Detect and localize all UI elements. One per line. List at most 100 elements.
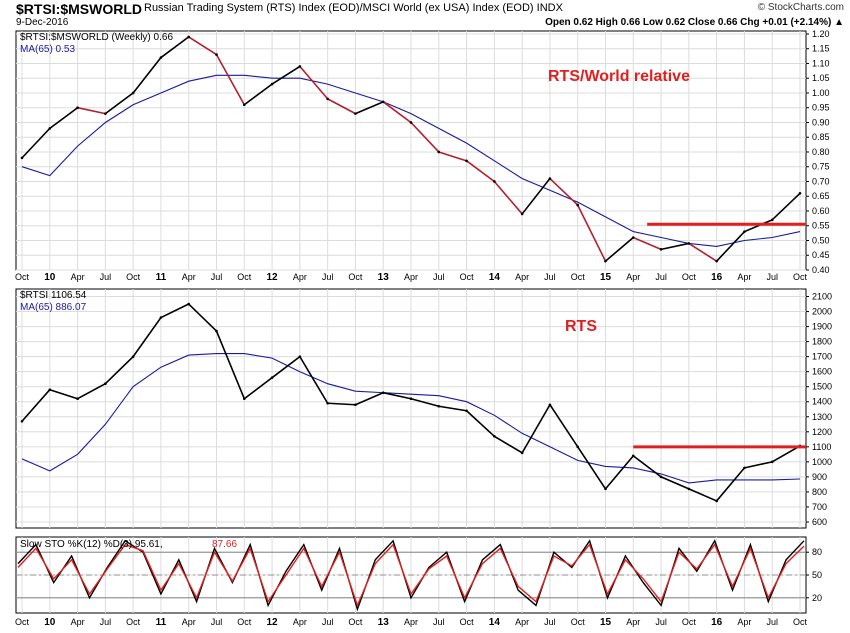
price-point [187, 35, 191, 39]
price-point [604, 259, 607, 263]
price-point [131, 355, 135, 358]
price-point [20, 419, 24, 423]
x-tick-label: 10 [44, 617, 56, 628]
x-tick-label: 13 [378, 272, 390, 283]
price-segment [132, 317, 162, 358]
price-segment [410, 397, 439, 408]
price-point [326, 401, 329, 405]
price-segment [604, 455, 634, 490]
x-tick-label: 11 [156, 272, 167, 283]
price-point [548, 177, 552, 180]
price-point [215, 329, 218, 333]
x-tick-label: Oct [682, 617, 697, 627]
price-point [76, 106, 79, 110]
y-tick-label: 0.95 [812, 103, 830, 113]
price-segment [271, 356, 301, 379]
x-tick-label: Oct [15, 617, 30, 627]
price-segment [160, 36, 190, 59]
price-point [576, 203, 580, 207]
y-tick-label: 900 [812, 472, 827, 482]
price-segment [327, 402, 356, 406]
price-point [520, 451, 524, 455]
price-point [159, 316, 163, 319]
x-tick-label: Apr [71, 617, 85, 627]
price-point [242, 103, 246, 107]
price-point [743, 466, 746, 470]
price-segment [243, 377, 273, 400]
x-tick-label: Apr [737, 617, 751, 627]
x-tick-label: Apr [515, 272, 529, 282]
price-segment [660, 476, 690, 490]
price-segment [355, 391, 384, 406]
price-point [465, 409, 468, 413]
y-tick-label: 2000 [812, 307, 832, 317]
price-point [715, 259, 718, 263]
price-point [242, 397, 246, 401]
price-point [631, 454, 635, 458]
brand-label: © StockCharts.com [757, 2, 844, 13]
price-point [493, 180, 496, 183]
x-tick-label: Apr [71, 272, 85, 282]
price-point [270, 376, 274, 379]
chart-date: 9-Dec-2016 [16, 17, 69, 28]
price-segment [160, 303, 190, 319]
price-point [687, 487, 691, 491]
x-tick-label: 15 [600, 272, 612, 283]
x-tick-label: Jul [544, 272, 556, 282]
price-segment [771, 445, 801, 463]
price-point [381, 391, 385, 395]
price-segment [493, 180, 523, 215]
ma-line [21, 353, 801, 484]
x-tick-label: Jul [655, 272, 667, 282]
price-segment [577, 446, 607, 490]
x-tick-label: 16 [711, 617, 723, 628]
y-tick-label: 0.80 [812, 147, 830, 157]
x-tick-label: 14 [489, 272, 501, 283]
x-tick-label: Oct [15, 272, 30, 282]
x-tick-label: Jul [100, 272, 112, 282]
price-segment [604, 236, 634, 262]
price-segment [771, 192, 801, 221]
price-segment [215, 54, 245, 106]
price-point [381, 100, 385, 104]
y-tick-label: 1800 [812, 337, 832, 347]
x-tick-label: Jul [766, 617, 778, 627]
price-point [798, 191, 802, 195]
price-segment [327, 98, 356, 115]
y-tick-label: 20 [812, 593, 822, 603]
price-segment [299, 356, 329, 404]
price-segment [355, 101, 384, 115]
ohlc-readout: Open 0.62 High 0.66 Low 0.62 Close 0.66 … [545, 17, 844, 28]
x-tick-label: 12 [267, 272, 279, 283]
y-tick-label: 0.90 [812, 117, 830, 127]
y-tick-label: 1.05 [812, 73, 830, 83]
y-tick-label: 0.60 [812, 206, 830, 216]
price-point [326, 97, 329, 101]
x-tick-label: Apr [293, 272, 307, 282]
price-segment [660, 242, 690, 251]
x-tick-label: Apr [404, 272, 418, 282]
price-point [520, 212, 524, 216]
price-segment [632, 455, 662, 478]
price-point [215, 53, 218, 56]
legend-ma: MA(65) 0.53 [20, 44, 75, 55]
price-point [493, 435, 496, 438]
x-tick-label: Oct [348, 272, 363, 282]
x-tick-label: Apr [626, 272, 640, 282]
price-segment [77, 382, 106, 400]
price-segment [271, 65, 301, 85]
y-tick-label: 0.50 [812, 235, 830, 245]
y-tick-label: 1.20 [812, 29, 830, 39]
price-segment [438, 151, 467, 162]
x-tick-label: Apr [182, 617, 196, 627]
x-tick-label: Apr [626, 617, 640, 627]
price-point [104, 382, 107, 385]
x-tick-label: Apr [293, 617, 307, 627]
price-point [409, 397, 413, 401]
price-segment [744, 461, 773, 469]
symbol-title: $RTSI:$MSWORLD [16, 1, 142, 17]
price-segment [438, 405, 467, 412]
price-segment [77, 106, 106, 115]
chart-annotation: RTS [565, 318, 597, 335]
